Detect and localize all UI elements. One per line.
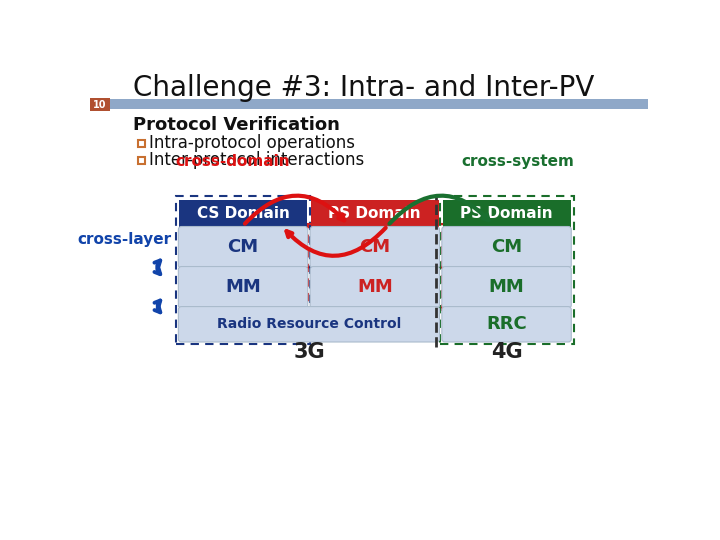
FancyBboxPatch shape (179, 307, 439, 342)
Text: Protocol Verification: Protocol Verification (132, 116, 340, 134)
FancyBboxPatch shape (179, 267, 307, 308)
FancyBboxPatch shape (311, 200, 438, 227)
FancyBboxPatch shape (90, 98, 110, 111)
FancyBboxPatch shape (310, 267, 439, 308)
Text: Challenge #3: Intra- and Inter-PV: Challenge #3: Intra- and Inter-PV (132, 74, 594, 102)
FancyBboxPatch shape (179, 226, 307, 268)
Text: 4G: 4G (491, 342, 523, 362)
Text: CM: CM (491, 238, 522, 256)
Text: Radio Resource Control: Radio Resource Control (217, 318, 401, 332)
Text: MM: MM (489, 278, 524, 296)
Text: cross-layer: cross-layer (77, 232, 171, 247)
Text: 3G: 3G (293, 342, 325, 362)
FancyBboxPatch shape (90, 99, 648, 110)
Text: cross-system: cross-system (462, 154, 575, 168)
FancyBboxPatch shape (442, 307, 571, 342)
Text: CS Domain: CS Domain (197, 206, 289, 221)
Text: Inter-protocol interactions: Inter-protocol interactions (149, 151, 364, 169)
FancyBboxPatch shape (310, 226, 439, 268)
Text: PS Domain: PS Domain (328, 206, 421, 221)
Text: CM: CM (359, 238, 390, 256)
Text: 10: 10 (94, 100, 107, 110)
Text: RRC: RRC (486, 315, 527, 333)
Text: MM: MM (357, 278, 392, 296)
FancyBboxPatch shape (442, 267, 571, 308)
Text: PS Domain: PS Domain (460, 206, 553, 221)
Text: Intra-protocol operations: Intra-protocol operations (149, 134, 355, 152)
Text: cross-domain: cross-domain (175, 154, 290, 168)
FancyBboxPatch shape (179, 200, 307, 227)
Text: CM: CM (228, 238, 258, 256)
FancyBboxPatch shape (442, 226, 571, 268)
Text: MM: MM (225, 278, 261, 296)
FancyBboxPatch shape (443, 200, 570, 227)
